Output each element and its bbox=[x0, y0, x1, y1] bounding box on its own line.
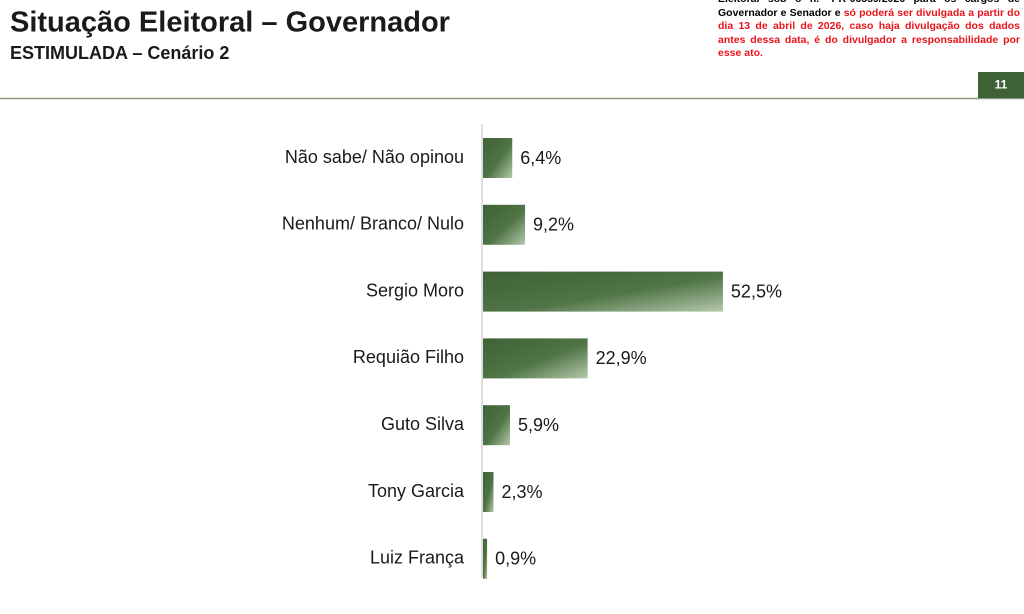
value-label: 6,4% bbox=[520, 148, 561, 168]
bar bbox=[483, 138, 513, 178]
page-number-box bbox=[978, 72, 1024, 98]
value-label: 0,9% bbox=[495, 549, 536, 569]
category-label: Nenhum/ Branco/ Nulo bbox=[282, 214, 464, 234]
bar bbox=[483, 271, 723, 312]
bar bbox=[483, 405, 510, 446]
value-label: 22,9% bbox=[596, 348, 647, 368]
value-label: 9,2% bbox=[533, 215, 574, 235]
category-label: Tony Garcia bbox=[368, 481, 465, 501]
category-label: Luiz França bbox=[370, 548, 465, 568]
value-label: 2,3% bbox=[502, 482, 543, 502]
bar bbox=[483, 472, 494, 512]
category-label: Sergio Moro bbox=[366, 280, 464, 300]
chart-title: Situação Eleitoral – Governador bbox=[10, 7, 450, 39]
category-label: Requião Filho bbox=[353, 347, 464, 367]
category-label: Guto Silva bbox=[381, 414, 465, 434]
disclaimer-text: Eleitoral sob o n.º PR-06559/2026 para o… bbox=[718, 0, 1020, 19]
bar bbox=[483, 338, 588, 379]
chart-subtitle: ESTIMULADA – Cenário 2 bbox=[10, 43, 229, 63]
value-label: 52,5% bbox=[731, 281, 782, 301]
page-number: 11 bbox=[995, 78, 1008, 92]
bar bbox=[483, 204, 526, 245]
disclaimer-warning: só poderá ser divulgada a partir do dia … bbox=[718, 6, 1021, 60]
bar bbox=[483, 538, 488, 579]
value-label: 5,9% bbox=[518, 415, 559, 435]
category-label: Não sabe/ Não opinou bbox=[285, 147, 464, 167]
disclaimer: Eleitoral sob o n.º PR-06559/2026 para o… bbox=[718, 0, 1020, 61]
